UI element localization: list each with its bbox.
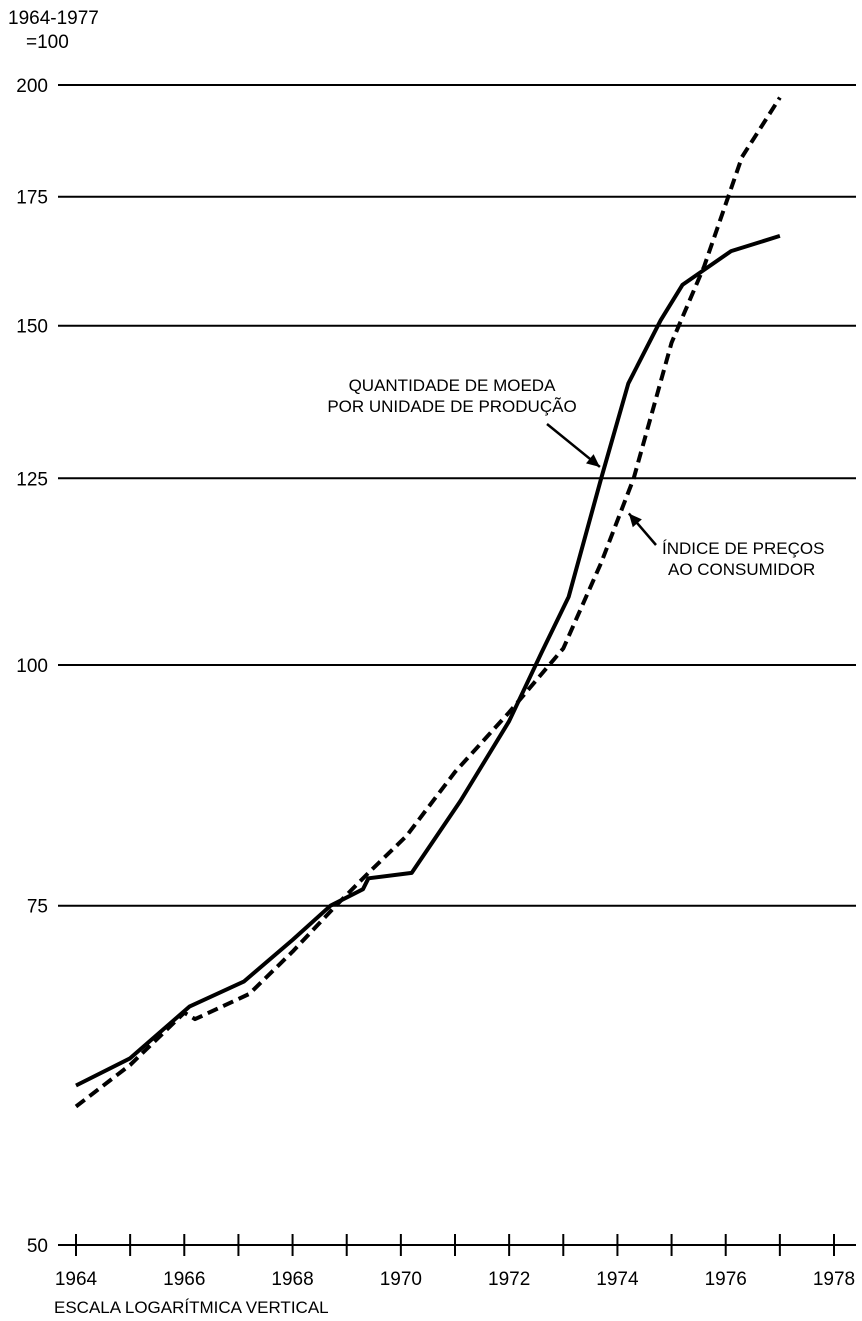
annotation-money-per-output-arrowhead [586,454,600,467]
y-axis-tick-labels: 50 75 100 125 150 175 200 [16,76,48,1257]
annotation-money-per-output-line-2: POR UNIDADE DE PRODUÇÃO [327,397,576,416]
scale-note: ESCALA LOGARÍTMICA VERTICAL [54,1298,329,1317]
y-tick-label-150: 150 [16,317,48,338]
series-lines [74,96,782,1109]
y-tick-label-175: 175 [16,188,48,209]
series-line-money-per-output [75,233,781,1088]
y-tick-label-125: 125 [16,469,48,490]
y-axis-title: 1964-1977 =100 [8,8,99,53]
y-axis-title-line1: 1964-1977 [8,8,99,29]
x-tick-label-1970: 1970 [380,1269,422,1290]
annotation-consumer-price-index-line-2: AO CONSUMIDOR [668,560,815,579]
x-tick-label-1972: 1972 [488,1269,530,1290]
y-axis-title-line2: =100 [26,32,69,53]
x-tick-label-1978: 1978 [813,1269,855,1290]
annotation-consumer-price-index-arrowhead [628,513,642,528]
annotations: QUANTIDADE DE MOEDA POR UNIDADE DE PRODUÇ… [327,376,824,579]
x-axis: 1964 1966 1968 1970 1972 1974 1976 1978 [55,1234,856,1290]
y-tick-label-50: 50 [27,1236,48,1257]
x-tick-label-1966: 1966 [163,1269,205,1290]
annotation-consumer-price-index-line-1: ÍNDICE DE PREÇOS [662,539,824,558]
x-tick-label-1964: 1964 [55,1269,98,1290]
annotation-consumer-price-index: ÍNDICE DE PREÇOS AO CONSUMIDOR [662,539,824,579]
annotation-money-per-output-line-1: QUANTIDADE DE MOEDA [349,376,557,395]
x-tick-label-1974: 1974 [596,1269,639,1290]
series-line-consumer-price-index [74,96,782,1109]
y-tick-label-100: 100 [16,656,48,677]
y-tick-label-200: 200 [16,76,48,97]
x-tick-label-1976: 1976 [705,1269,747,1290]
gridlines [58,84,856,907]
annotation-money-per-output: QUANTIDADE DE MOEDA POR UNIDADE DE PRODUÇ… [327,376,576,416]
x-tick-label-1968: 1968 [271,1269,313,1290]
y-tick-label-75: 75 [27,897,48,918]
